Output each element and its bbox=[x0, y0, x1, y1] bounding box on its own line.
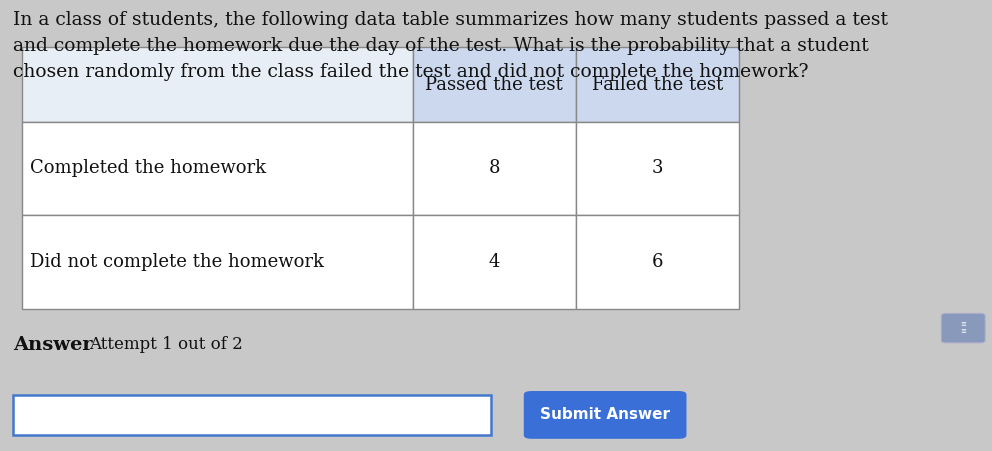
Text: In a class of students, the following data table summarizes how many students pa: In a class of students, the following da… bbox=[13, 11, 888, 81]
Text: Did not complete the homework: Did not complete the homework bbox=[30, 253, 323, 271]
Text: Failed the test: Failed the test bbox=[591, 76, 723, 94]
Text: Answer: Answer bbox=[13, 336, 92, 354]
Text: Completed the homework: Completed the homework bbox=[30, 159, 266, 177]
Text: ≡: ≡ bbox=[960, 322, 966, 328]
Text: ≡: ≡ bbox=[960, 328, 966, 335]
Text: 3: 3 bbox=[652, 159, 663, 177]
Text: 6: 6 bbox=[652, 253, 663, 271]
Text: Attempt 1 out of 2: Attempt 1 out of 2 bbox=[89, 336, 243, 353]
Text: 8: 8 bbox=[488, 159, 500, 177]
Text: Submit Answer: Submit Answer bbox=[540, 407, 671, 423]
Text: Passed the test: Passed the test bbox=[426, 76, 563, 94]
Text: 4: 4 bbox=[488, 253, 500, 271]
